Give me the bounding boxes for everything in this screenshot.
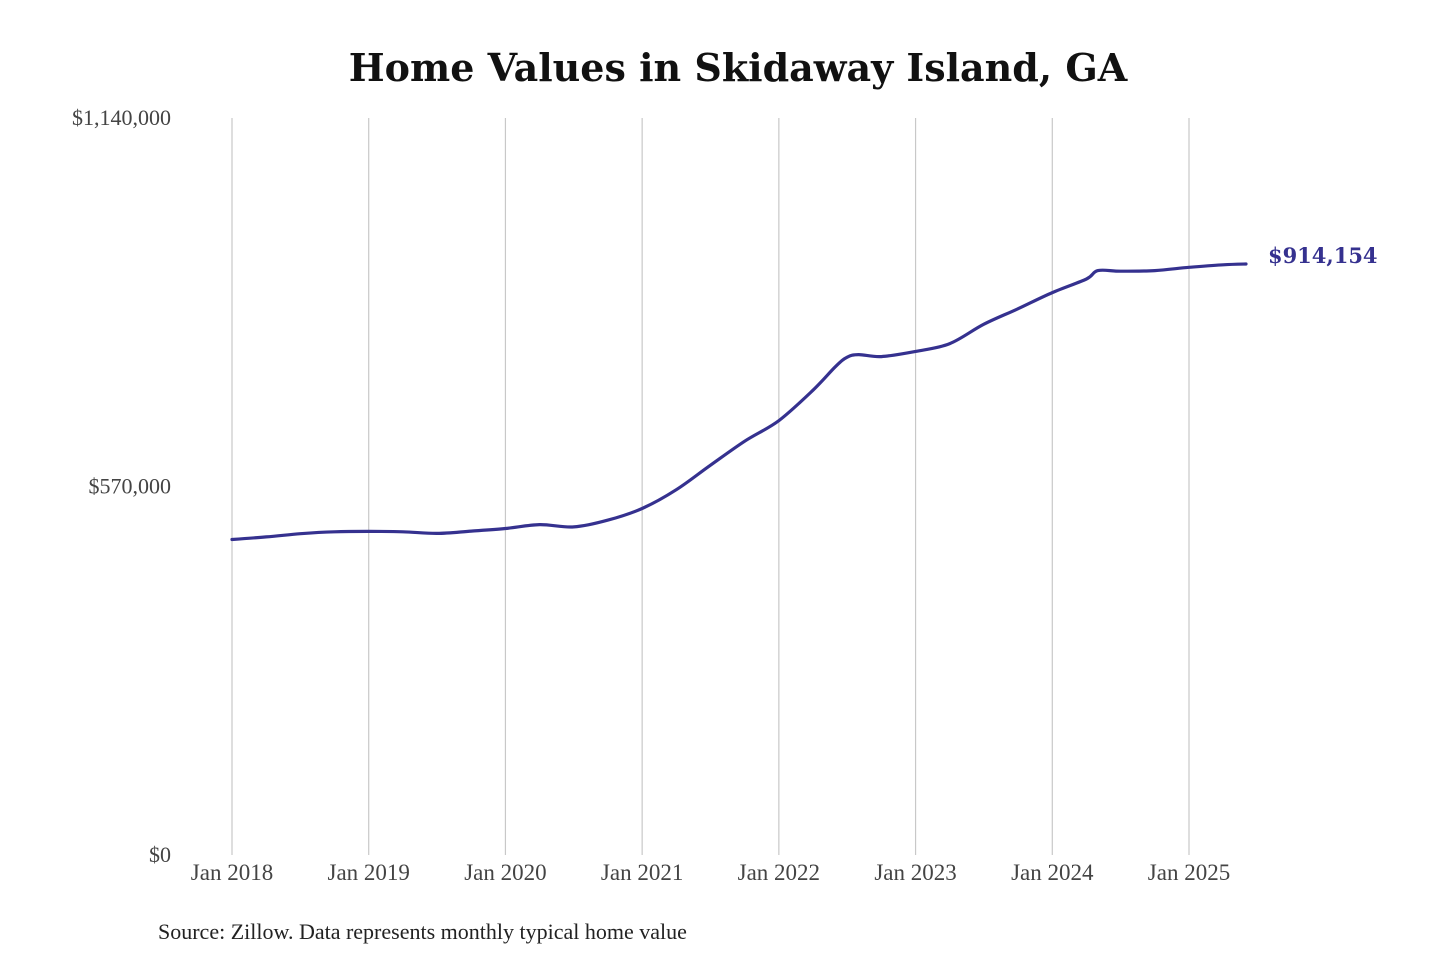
series-line [230, 262, 1248, 542]
x-tick-label: Jan 2023 [874, 860, 956, 885]
y-tick-label: $570,000 [89, 474, 172, 499]
x-tick-label: Jan 2020 [464, 860, 546, 885]
y-axis: $0 $570,000 $1,140,000 [72, 105, 171, 867]
x-tick-label: Jan 2018 [191, 860, 273, 885]
end-value-label: $914,154 [1268, 243, 1378, 268]
x-tick-label: Jan 2021 [601, 860, 683, 885]
chart-title: Home Values in Skidaway Island, GA [349, 45, 1128, 90]
x-axis: Jan 2018 Jan 2019 Jan 2020 Jan 2021 Jan 2022… [191, 860, 1230, 885]
y-tick-label: $0 [149, 842, 171, 867]
x-tick-label: Jan 2024 [1011, 860, 1094, 885]
x-tick-label: Jan 2025 [1148, 860, 1230, 885]
x-tick-label: Jan 2022 [738, 860, 820, 885]
y-tick-label: $1,140,000 [72, 105, 171, 130]
source-note: Source: Zillow. Data represents monthly … [158, 919, 687, 944]
x-tick-label: Jan 2019 [328, 860, 410, 885]
gridlines [231, 118, 1190, 855]
series-layer: $914,154 [230, 243, 1378, 542]
